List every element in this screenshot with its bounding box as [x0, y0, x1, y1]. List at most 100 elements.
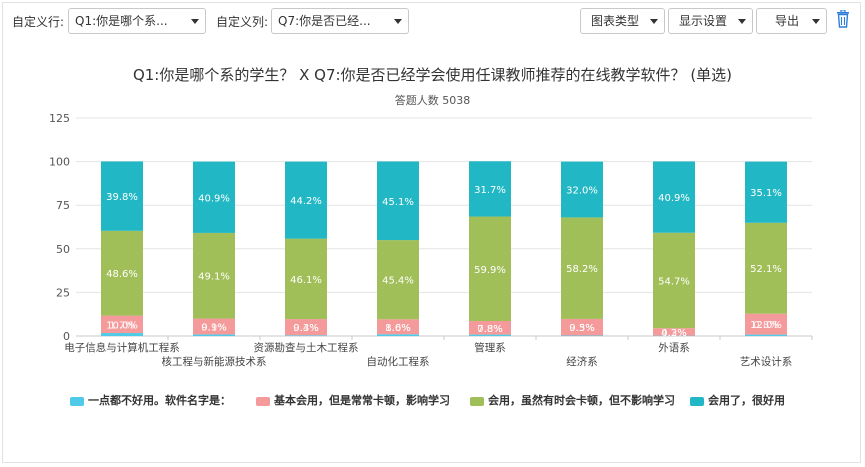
legend-item[interactable]: 会用，虽然有时会卡顿，但不影响学习 [470, 392, 675, 408]
data-label: 46.1% [290, 275, 322, 286]
row-select[interactable]: Q1:你是哪个系... [68, 8, 206, 34]
data-label: 54.7% [658, 276, 690, 287]
bar-segment [469, 161, 511, 217]
bar-segment [653, 232, 695, 329]
y-tick-label: 50 [56, 243, 70, 256]
bar-segment [377, 334, 419, 336]
chart-subtitle: 答题人数 5038 [394, 94, 471, 107]
data-label: 31.7% [474, 185, 506, 196]
chart-type-label: 图表类型 [591, 14, 640, 28]
chevron-down-icon [738, 19, 746, 24]
y-tick-label: 100 [49, 156, 70, 169]
legend-swatch [470, 396, 484, 406]
data-label: 9.3% [293, 323, 318, 334]
bar-segment [745, 222, 787, 314]
data-label: 40.9% [198, 193, 230, 204]
data-label: 12.0% [750, 320, 782, 331]
bar-segment [561, 318, 603, 336]
bar-segment [745, 334, 787, 336]
legend-swatch [690, 396, 704, 406]
export-label: 导出 [775, 14, 800, 28]
data-label: 4.3% [661, 328, 686, 339]
bar-segment [101, 333, 143, 336]
bar-segment [101, 315, 143, 334]
legend-item[interactable]: 会用了，很好用 [690, 392, 785, 408]
col-label: 自定义列: [216, 15, 269, 29]
bar-segment [745, 161, 787, 223]
data-label: 32.0% [566, 186, 598, 197]
legend-label: 基本会用，但是常常卡顿，影响学习 [274, 394, 450, 407]
data-label: 0.9% [201, 322, 226, 333]
bar-segment [101, 230, 143, 316]
data-label: 48.6% [106, 269, 138, 280]
display-settings-label: 显示设置 [679, 14, 728, 28]
data-label: 1.0% [385, 323, 410, 334]
data-label: 9.5% [569, 323, 594, 334]
legend-item[interactable]: 一点都不好用。软件名字是： [70, 392, 231, 408]
bar-segment [469, 216, 511, 322]
data-label: 45.1% [382, 197, 414, 208]
col-select-value: Q7:你是否已经... [278, 14, 371, 28]
y-tick-label: 125 [49, 112, 70, 125]
bar-segment [653, 328, 695, 336]
bar-segment [561, 217, 603, 319]
data-label: 45.4% [382, 276, 414, 287]
data-label: 10.0% [106, 320, 138, 331]
legend-label: 会用，虽然有时会卡顿，但不影响学习 [488, 394, 675, 407]
data-label: 1.7% [109, 320, 134, 331]
bar-segment [193, 318, 235, 335]
bar-segment [285, 335, 327, 336]
row-select-value: Q1:你是哪个系... [75, 14, 168, 28]
bar-segment [469, 321, 511, 335]
bar-segment [193, 334, 235, 336]
data-label: 0.8% [753, 320, 778, 331]
display-settings-button[interactable]: 显示设置 [668, 8, 753, 34]
bar-segment [193, 161, 235, 233]
data-label: 0.8% [477, 324, 502, 335]
bar-segment [377, 161, 419, 241]
bar-segment [377, 319, 419, 335]
bar-segment [101, 161, 143, 231]
trash-icon[interactable] [836, 10, 850, 28]
x-tick-label: 资源勘查与土木工程系 [254, 341, 359, 354]
bar-segment [285, 161, 327, 239]
data-label: 49.1% [198, 272, 230, 283]
chart-type-button[interactable]: 图表类型 [580, 8, 665, 34]
data-label: 0.3% [569, 323, 594, 334]
legend-swatch [256, 396, 270, 406]
bar-segment [745, 313, 787, 335]
data-label: 7.8% [477, 324, 502, 335]
chevron-down-icon [650, 19, 658, 24]
data-label: 52.1% [750, 264, 782, 275]
bar-segment [377, 240, 419, 320]
data-label: 44.2% [290, 196, 322, 207]
chart-title: Q1:你是哪个系的学生？ X Q7:你是否已经学会使用任课教师推荐的在线教学软件… [132, 66, 733, 84]
chevron-down-icon [191, 19, 199, 24]
y-tick-label: 75 [56, 199, 70, 212]
legend-label: 一点都不好用。软件名字是： [88, 394, 231, 407]
legend-item[interactable]: 基本会用，但是常常卡顿，影响学习 [256, 392, 450, 408]
chevron-down-icon [812, 19, 820, 24]
export-button[interactable]: 导出 [756, 8, 827, 34]
x-tick-label: 电子信息与计算机工程系 [64, 341, 180, 354]
x-tick-label: 艺术设计系 [740, 355, 793, 368]
bar-segment [285, 319, 327, 336]
data-label: 40.9% [658, 193, 690, 204]
bar-segment [469, 334, 511, 336]
x-tick-label: 管理系 [474, 341, 506, 354]
toolbar: 自定义行: Q1:你是哪个系... 自定义列: Q7:你是否已经... 图表类型… [0, 0, 865, 40]
legend-swatch [70, 396, 84, 406]
x-tick-label: 外语系 [658, 342, 690, 354]
bar-segment [561, 335, 603, 336]
chevron-down-icon [394, 19, 402, 24]
col-select[interactable]: Q7:你是否已经... [271, 8, 409, 34]
data-label: 0.2% [661, 328, 686, 339]
data-label: 9.1% [201, 322, 226, 333]
y-tick-label: 0 [63, 330, 70, 343]
data-label: 39.8% [106, 192, 138, 203]
bar-segment [561, 161, 603, 218]
bar-segment [653, 161, 695, 233]
legend-label: 会用了，很好用 [708, 394, 785, 407]
data-label: 59.9% [474, 265, 506, 276]
